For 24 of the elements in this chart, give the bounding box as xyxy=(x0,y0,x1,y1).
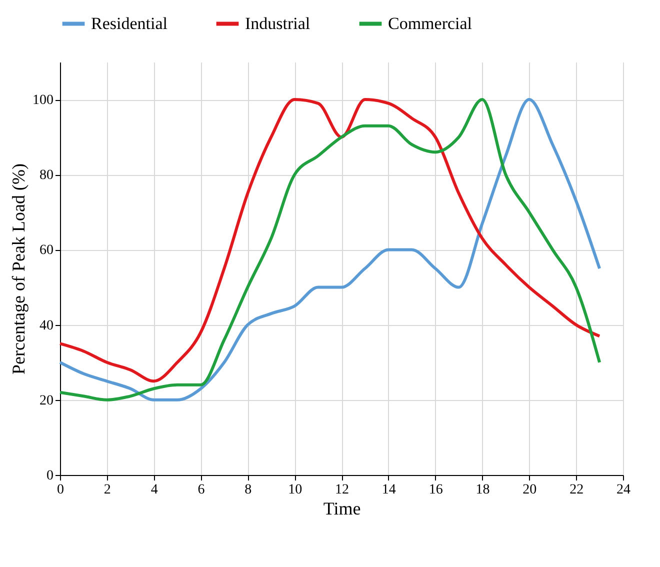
y-tick-label: 0 xyxy=(46,468,54,484)
x-tick-label: 10 xyxy=(288,482,302,498)
y-tick-label: 20 xyxy=(40,393,54,408)
x-tick-label: 4 xyxy=(150,482,158,498)
x-tick-label: 8 xyxy=(244,482,252,498)
x-tick-label: 18 xyxy=(476,482,490,498)
x-tick-label: 20 xyxy=(522,482,537,498)
y-tick-label: 80 xyxy=(40,168,54,184)
y-axis-title: Percentage of Peak Load (%) xyxy=(8,164,28,374)
x-axis-title: Time xyxy=(323,498,361,518)
y-tick-label: 60 xyxy=(40,243,54,258)
x-tick-label: 2 xyxy=(104,482,111,498)
legend-label: Residential xyxy=(91,14,168,33)
y-tick-label: 40 xyxy=(40,318,54,334)
x-tick-label: 0 xyxy=(57,482,64,498)
x-tick-label: 14 xyxy=(382,482,396,498)
x-tick-label: 22 xyxy=(570,482,584,498)
x-tick-label: 24 xyxy=(616,482,630,498)
x-tick-label: 12 xyxy=(335,482,349,498)
x-tick-label: 6 xyxy=(198,482,205,498)
legend-label: Commercial xyxy=(388,14,472,33)
legend-label: Industrial xyxy=(245,14,310,33)
y-tick-label: 100 xyxy=(32,93,54,108)
x-tick-label: 16 xyxy=(428,482,443,498)
